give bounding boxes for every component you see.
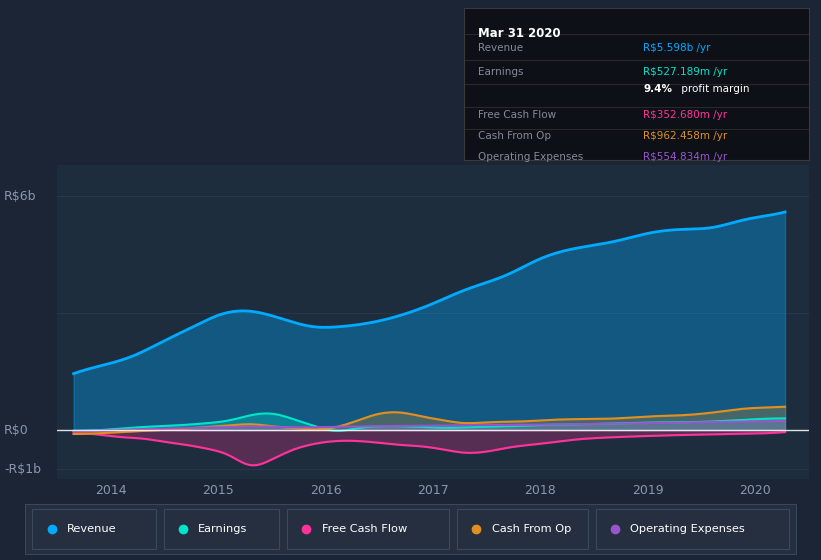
Text: 9.4%: 9.4%	[643, 84, 672, 94]
Text: R$5.598b /yr: R$5.598b /yr	[643, 43, 711, 53]
Text: Revenue: Revenue	[67, 524, 117, 534]
Text: Operating Expenses: Operating Expenses	[631, 524, 745, 534]
Text: R$6b: R$6b	[4, 190, 37, 203]
Text: R$352.680m /yr: R$352.680m /yr	[643, 110, 727, 120]
Text: Earnings: Earnings	[478, 67, 523, 77]
Text: profit margin: profit margin	[677, 84, 749, 94]
Text: -R$1b: -R$1b	[4, 463, 41, 475]
Text: Free Cash Flow: Free Cash Flow	[478, 110, 556, 120]
Text: Mar 31 2020: Mar 31 2020	[478, 26, 560, 40]
Text: Revenue: Revenue	[478, 43, 523, 53]
Text: R$0: R$0	[4, 423, 29, 437]
Text: R$962.458m /yr: R$962.458m /yr	[643, 131, 727, 141]
Text: Operating Expenses: Operating Expenses	[478, 152, 583, 162]
Text: R$554.834m /yr: R$554.834m /yr	[643, 152, 727, 162]
Text: Earnings: Earnings	[199, 524, 248, 534]
Text: Cash From Op: Cash From Op	[492, 524, 571, 534]
Text: Cash From Op: Cash From Op	[478, 131, 551, 141]
Text: R$527.189m /yr: R$527.189m /yr	[643, 67, 727, 77]
Text: Free Cash Flow: Free Cash Flow	[322, 524, 407, 534]
